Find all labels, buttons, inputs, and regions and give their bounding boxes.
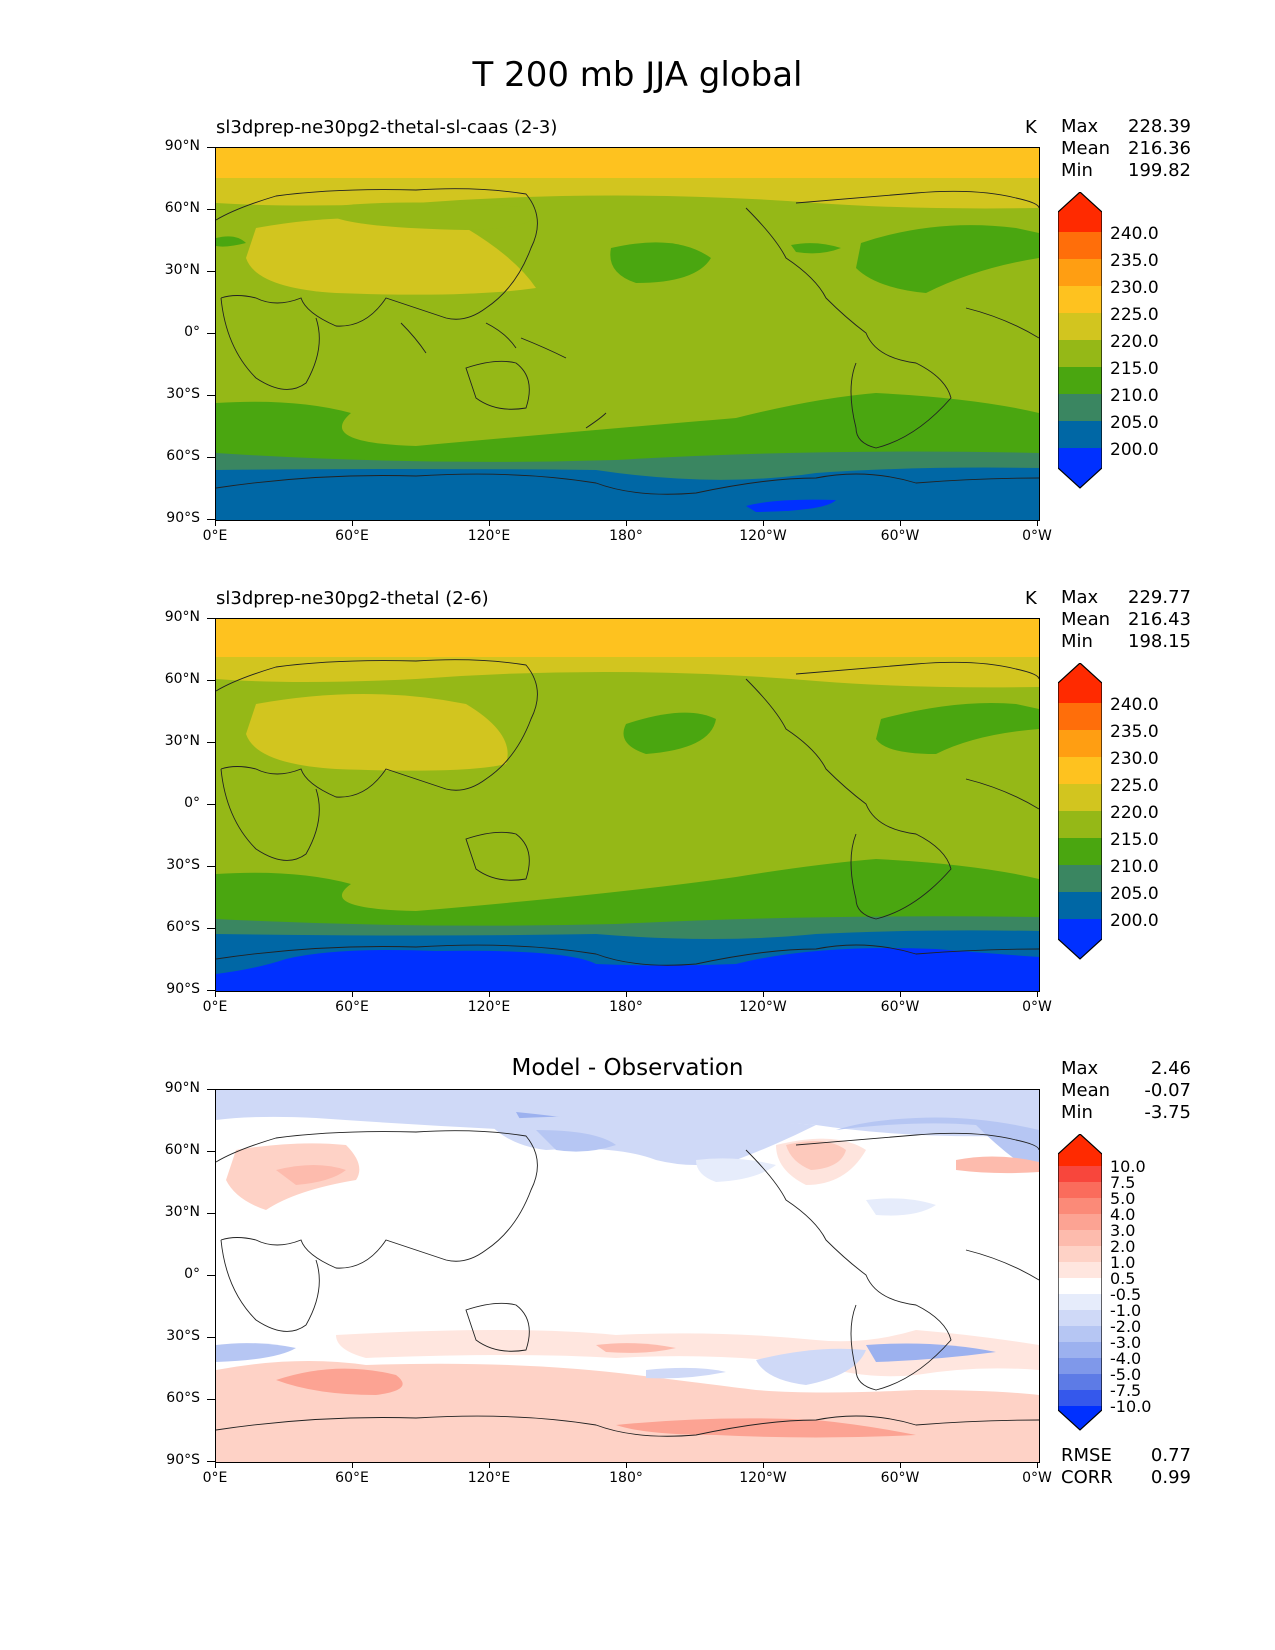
colorbar-label: 210.0 — [1110, 857, 1159, 877]
figure-title: T 200 mb JJA global — [472, 55, 803, 95]
colorbar-label: 230.0 — [1110, 749, 1159, 769]
colorbar-label: 240.0 — [1110, 224, 1159, 244]
colorbar-label: 220.0 — [1110, 803, 1159, 823]
y-tick: 90°N — [164, 138, 200, 154]
colorbar-label: 235.0 — [1110, 722, 1159, 742]
y-tick: 60°S — [166, 448, 200, 464]
units-label: K — [1025, 117, 1037, 138]
map-plot — [215, 147, 1040, 521]
colorbar-label: -10.0 — [1110, 1397, 1152, 1416]
map-plot — [215, 1089, 1040, 1463]
y-tick: 30°N — [164, 1204, 200, 1220]
y-tick: 0° — [184, 1266, 200, 1282]
y-tick: 90°S — [166, 1452, 200, 1468]
colorbar-label: 220.0 — [1110, 332, 1159, 352]
y-tick: 60°N — [164, 1142, 200, 1158]
colorbar-label: 225.0 — [1110, 776, 1159, 796]
colorbar-label: -4.0 — [1110, 1349, 1142, 1368]
y-tick: 90°N — [164, 609, 200, 625]
colorbar-label: 215.0 — [1110, 359, 1159, 379]
x-tick: 120°E — [467, 1470, 511, 1486]
y-tick: 60°N — [164, 671, 200, 687]
y-tick: 30°S — [166, 1328, 200, 1344]
y-tick: 90°S — [166, 510, 200, 526]
colorbar-label: 235.0 — [1110, 251, 1159, 271]
x-tick: 0°E — [202, 528, 228, 544]
y-tick: 0° — [184, 795, 200, 811]
colorbar-label: -2.0 — [1110, 1317, 1142, 1336]
x-tick: 0°W — [1022, 999, 1052, 1015]
colorbar — [1058, 663, 1102, 960]
x-tick: 0°E — [202, 1470, 228, 1486]
colorbar-label: 225.0 — [1110, 305, 1159, 325]
x-tick: 120°W — [739, 999, 787, 1015]
colorbar-label: 205.0 — [1110, 884, 1159, 904]
x-tick: 120°W — [739, 528, 787, 544]
colorbar-label: 3.0 — [1110, 1221, 1136, 1240]
colorbar-label: 200.0 — [1110, 440, 1159, 460]
x-tick: 60°E — [335, 999, 369, 1015]
y-tick: 60°S — [166, 919, 200, 935]
x-tick: 0°W — [1022, 1470, 1052, 1486]
panel-title: sl3dprep-ne30pg2-thetal-sl-caas (2-3) — [216, 117, 558, 138]
panel-model-thetal: sl3dprep-ne30pg2-thetal (2-6) K Max 229.7… — [0, 587, 1275, 1031]
colorbar-label: 4.0 — [1110, 1205, 1136, 1224]
colorbar-label: 240.0 — [1110, 695, 1159, 715]
x-tick: 180° — [609, 1470, 643, 1486]
colorbar-label: 2.0 — [1110, 1237, 1136, 1256]
x-tick: 0°W — [1022, 528, 1052, 544]
colorbar — [1058, 192, 1102, 489]
panel-model-caas: sl3dprep-ne30pg2-thetal-sl-caas (2-3) K … — [0, 116, 1275, 560]
colorbar-label: 230.0 — [1110, 278, 1159, 298]
x-tick: 180° — [609, 999, 643, 1015]
colorbar-label: 5.0 — [1110, 1189, 1136, 1208]
x-tick: 60°E — [335, 528, 369, 544]
colorbar-label: 1.0 — [1110, 1253, 1136, 1272]
panel-title: sl3dprep-ne30pg2-thetal (2-6) — [216, 588, 489, 609]
panel-title: Model - Observation — [511, 1055, 744, 1081]
colorbar-label: -0.5 — [1110, 1285, 1142, 1304]
y-tick: 30°S — [166, 386, 200, 402]
panel-difference: Model - Observation Max 2.46 Mean -0.07 Mi… — [0, 1055, 1275, 1502]
colorbar-label: -7.5 — [1110, 1381, 1142, 1400]
colorbar-label: -1.0 — [1110, 1301, 1142, 1320]
colorbar-label: 200.0 — [1110, 911, 1159, 931]
colorbar-label: 210.0 — [1110, 386, 1159, 406]
colorbar-label: 215.0 — [1110, 830, 1159, 850]
y-tick: 30°S — [166, 857, 200, 873]
colorbar-label: 7.5 — [1110, 1173, 1136, 1192]
units-label: K — [1025, 588, 1037, 609]
colorbar — [1058, 1134, 1102, 1431]
x-tick: 60°W — [880, 1470, 920, 1486]
x-tick: 0°E — [202, 999, 228, 1015]
y-tick: 90°N — [164, 1080, 200, 1096]
x-tick: 60°E — [335, 1470, 369, 1486]
x-tick: 60°W — [880, 528, 920, 544]
colorbar-label: -3.0 — [1110, 1333, 1142, 1352]
y-tick: 60°S — [166, 1390, 200, 1406]
y-tick: 90°S — [166, 981, 200, 997]
y-tick: 30°N — [164, 733, 200, 749]
y-tick: 30°N — [164, 262, 200, 278]
colorbar-label: 0.5 — [1110, 1269, 1136, 1288]
colorbar-label: 205.0 — [1110, 413, 1159, 433]
colorbar-label: 10.0 — [1110, 1157, 1146, 1176]
x-tick: 60°W — [880, 999, 920, 1015]
y-tick: 0° — [184, 324, 200, 340]
x-tick: 180° — [609, 528, 643, 544]
x-tick: 120°E — [467, 999, 511, 1015]
x-tick: 120°E — [467, 528, 511, 544]
x-tick: 120°W — [739, 1470, 787, 1486]
colorbar-label: -5.0 — [1110, 1365, 1142, 1384]
map-plot — [215, 618, 1040, 992]
y-tick: 60°N — [164, 200, 200, 216]
